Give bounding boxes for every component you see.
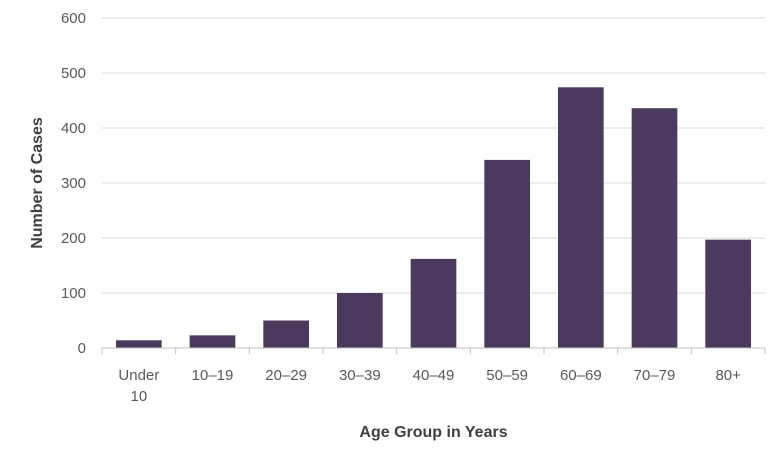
y-tick-label: 400: [61, 120, 86, 137]
x-tick-label: 20–29: [265, 367, 307, 384]
bar: [336, 293, 383, 348]
x-tick-label: 80+: [715, 367, 741, 384]
y-tick-label: 600: [61, 10, 86, 27]
y-axis-title: Number of Cases: [29, 117, 46, 249]
x-tick-label: 50–59: [486, 367, 528, 384]
x-tick-labels: Under 10 10–19 20–29 30–39 40–49 50–59 60–69 70–…: [101, 348, 766, 405]
x-tick-label: Under 10: [118, 367, 159, 405]
bar: [557, 87, 604, 349]
y-tick-labels: 0 100 200 300 400 500 600: [61, 10, 86, 357]
y-tick-label: 100: [61, 285, 86, 302]
x-tick-label: 30–39: [339, 367, 381, 384]
bar: [410, 258, 457, 348]
y-tick-label: 0: [78, 340, 86, 357]
bar: [263, 320, 310, 348]
bar: [189, 335, 236, 348]
x-tick-label: 40–49: [413, 367, 455, 384]
x-tick-label: 70–79: [634, 367, 676, 384]
x-tick-label: 60–69: [560, 367, 602, 384]
bar: [705, 239, 752, 348]
y-tick-label: 500: [61, 65, 86, 82]
x-axis-title: Age Group in Years: [359, 424, 507, 441]
y-tick-label: 200: [61, 230, 86, 247]
bar: [484, 159, 531, 348]
x-tick-label: 10–19: [192, 367, 234, 384]
y-tick-label: 300: [61, 175, 86, 192]
bar: [115, 340, 162, 348]
bars: [115, 87, 752, 349]
bar: [631, 108, 678, 348]
